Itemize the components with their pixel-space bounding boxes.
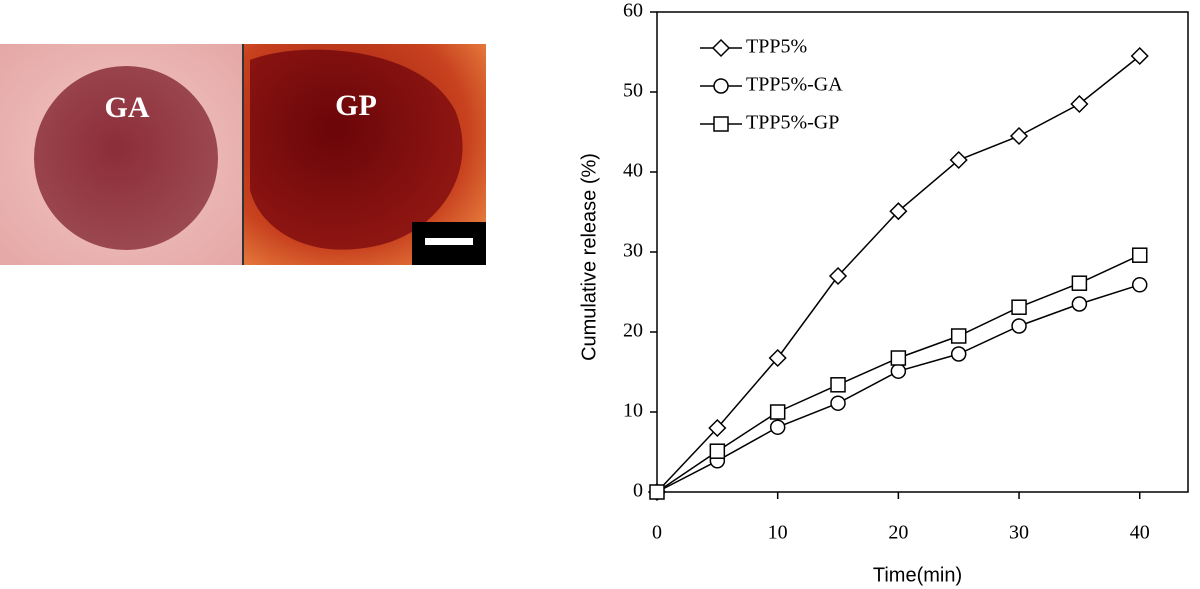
marker [769,404,786,420]
marker [1009,126,1029,146]
x-tick-label: 10 [768,522,788,544]
legend-marker [713,116,729,132]
marker [649,484,665,500]
x-tick-label: 0 [652,522,662,544]
marker [768,348,787,368]
marker [889,202,908,221]
marker [1011,318,1027,334]
y-tick-label: 40 [623,160,643,182]
series-line [656,284,1140,493]
y-tick-label: 50 [623,80,643,102]
y-tick-label: 10 [623,400,643,422]
plot-frame [656,11,1189,493]
chart: 0 10 20 30 40 50 60 0 10 20 30 40 Time(min) Cumulativ… [578,0,1189,586]
legend-label: TPP5%-GA [746,74,843,96]
y-tick-label: 20 [623,320,643,342]
photo-label: GA [105,91,150,124]
x-tick-label: 30 [1009,522,1029,544]
marker [1071,296,1088,312]
marker [1071,275,1088,291]
x-tick-label: 40 [1130,522,1150,544]
marker [1131,247,1148,263]
legend-marker [713,78,729,94]
y-axis-label: Cumulative release (%) [578,153,600,361]
series-line [656,55,1141,493]
photo-ga: GA [0,44,242,265]
marker [828,266,848,286]
x-axis-label: Time(min) [873,564,962,586]
legend-label: TPP5% [746,36,807,58]
marker [830,377,846,393]
marker [769,419,786,435]
marker [708,418,727,438]
marker [950,346,967,362]
x-tick-label: 20 [888,522,908,544]
marker [949,150,968,170]
y-tick-label: 60 [623,0,643,22]
marker [890,363,907,379]
marker [1011,299,1027,315]
marker [830,395,846,411]
legend-marker [711,38,731,58]
y-tick-label: 30 [623,240,643,262]
photo-label: GP [335,89,377,122]
marker [1070,94,1089,114]
marker [1131,277,1148,293]
y-tick-label: 0 [633,480,643,502]
marker [709,443,726,459]
photo-gp: GP [244,44,486,265]
marker [950,328,967,344]
legend-label: TPP5%-GP [746,112,839,134]
marker [1130,46,1149,66]
marker [890,350,907,366]
